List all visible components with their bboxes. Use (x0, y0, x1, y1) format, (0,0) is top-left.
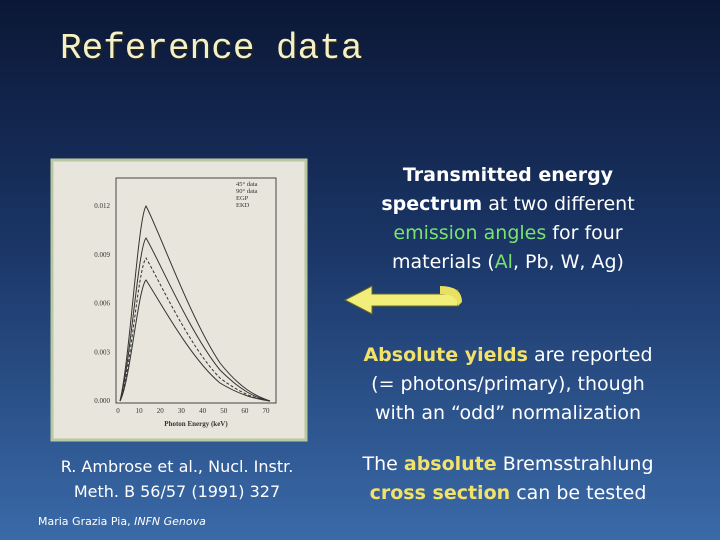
paragraph: Transmitted energy spectrum at two differ… (330, 161, 686, 277)
footer: Maria Grazia Pia, INFN Genova (38, 515, 206, 528)
x-axis-label: Photon Energy (keV) (164, 420, 228, 428)
text-line: (= photons/primary), though (330, 370, 686, 399)
legend-entry: EGP (236, 195, 249, 202)
curves (119, 205, 271, 402)
x-tick-label: 40 (199, 407, 207, 415)
text-run: (= photons/primary), though (371, 373, 645, 395)
paragraph: R. Ambrose et al., Nucl. Instr. Meth. B 5… (20, 454, 334, 504)
text-line: emission angles for four (330, 219, 686, 248)
text-run: cross section (369, 482, 511, 504)
legend-entry: EKD (236, 202, 250, 209)
text-run: Absolute yields (363, 344, 528, 366)
text-line: Meth. B 56/57 (1991) 327 (20, 479, 334, 504)
legend-entry: 90° data (236, 188, 258, 195)
text-run: Meth. B 56/57 (1991) 327 (73, 482, 281, 501)
x-tick-label: 20 (157, 407, 165, 415)
text-run: can be tested (510, 482, 647, 504)
x-tick-label: 70 (263, 407, 271, 415)
text-run: are reported (527, 344, 653, 366)
x-tick-label: 30 (178, 407, 186, 415)
slide-title: Reference data (60, 28, 363, 69)
y-tick-label: 0.000 (94, 397, 110, 405)
x-tick-label: 0 (116, 407, 120, 415)
text-run: materials ( (392, 251, 495, 273)
y-tick-label: 0.009 (94, 251, 110, 259)
y-tick-label: 0.006 (94, 300, 110, 308)
arrow (343, 285, 459, 315)
text-run: spectrum (381, 193, 483, 215)
legend-entry: 45° data (236, 181, 258, 188)
x-tick-label: 60 (241, 407, 249, 415)
arrow-bend (440, 286, 462, 306)
scanned-figure: 0.012 0.009 0.006 0.003 0.000 0 10 20 30 40 50 60 70… (50, 158, 308, 442)
text-line: R. Ambrose et al., Nucl. Instr. (20, 454, 334, 479)
text-run: at two different (482, 193, 635, 215)
text-run: with an “odd” normalization (374, 402, 642, 424)
text-run: , Pb, W, Ag) (512, 251, 624, 273)
paragraph: Absolute yields are reported (= photons/p… (330, 341, 686, 428)
text-run: Bremsstrahlung (496, 453, 654, 475)
text-line: Absolute yields are reported (330, 341, 686, 370)
y-tick-label: 0.012 (94, 202, 110, 210)
text-line: The absolute Bremsstrahlung (330, 450, 686, 479)
text-line: cross section can be tested (330, 479, 686, 508)
text-line: materials (Al, Pb, W, Ag) (330, 248, 686, 277)
text-run: Transmitted energy (402, 164, 614, 186)
text-run: emission angles (393, 222, 547, 244)
text-run: absolute (403, 453, 497, 475)
plot-frame (115, 177, 277, 404)
text-line: Transmitted energy (330, 161, 686, 190)
x-tick-label: 10 (136, 407, 144, 415)
text-run: Maria Grazia Pia, (38, 515, 135, 528)
figure-frame (50, 158, 308, 442)
text-run: Al (494, 251, 513, 273)
text-run: The (362, 453, 404, 475)
text-run: R. Ambrose et al., Nucl. Instr. (60, 457, 294, 476)
x-tick-label: 50 (220, 407, 228, 415)
paragraph: The absolute Bremsstrahlung cross section… (330, 450, 686, 508)
text-run: INFN Genova (134, 515, 206, 528)
text-run: for four (546, 222, 623, 244)
y-tick-label: 0.003 (94, 348, 110, 356)
text-line: with an “odd” normalization (330, 399, 686, 428)
text-line: spectrum at two different (330, 190, 686, 219)
